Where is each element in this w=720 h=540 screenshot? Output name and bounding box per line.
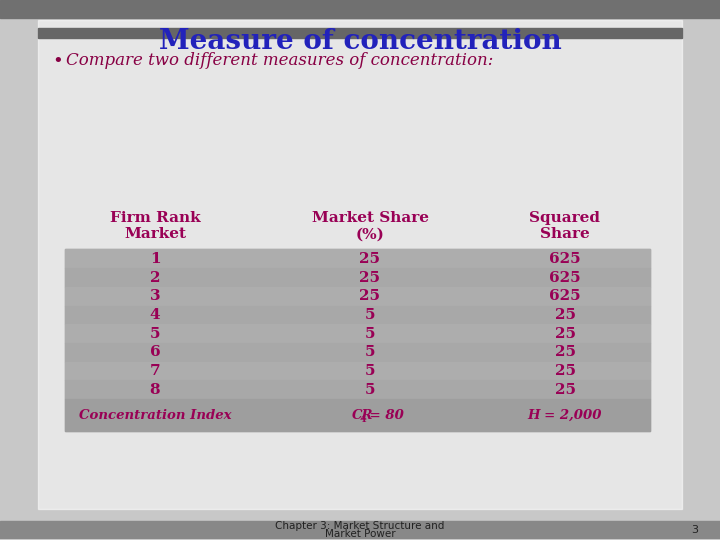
Bar xyxy=(65,268,650,287)
Text: 25: 25 xyxy=(359,289,380,303)
Text: Measure of concentration: Measure of concentration xyxy=(158,28,562,55)
Bar xyxy=(38,28,682,38)
Text: 25: 25 xyxy=(554,346,575,360)
Text: 5: 5 xyxy=(365,327,375,341)
Text: 25: 25 xyxy=(359,252,380,266)
Text: 25: 25 xyxy=(554,327,575,341)
Text: 5: 5 xyxy=(150,327,161,341)
Text: 3: 3 xyxy=(150,289,161,303)
Text: 6: 6 xyxy=(150,346,161,360)
Text: Market Power: Market Power xyxy=(325,529,395,539)
Text: 625: 625 xyxy=(549,271,581,285)
Text: H = 2,000: H = 2,000 xyxy=(528,409,602,422)
Text: •: • xyxy=(52,52,63,70)
Text: 25: 25 xyxy=(554,364,575,378)
Bar xyxy=(65,249,650,431)
Bar xyxy=(65,343,650,362)
Bar xyxy=(65,381,650,399)
Text: Share: Share xyxy=(540,227,590,241)
Text: 7: 7 xyxy=(150,364,161,378)
Text: = 80: = 80 xyxy=(365,409,404,422)
Text: 2: 2 xyxy=(150,271,161,285)
Text: Chapter 3: Market Structure and: Chapter 3: Market Structure and xyxy=(275,521,445,531)
Text: 8: 8 xyxy=(150,383,161,397)
Text: 4: 4 xyxy=(150,308,161,322)
Text: 5: 5 xyxy=(365,383,375,397)
Text: Market Share: Market Share xyxy=(312,211,428,225)
Bar xyxy=(38,20,682,509)
Text: 3: 3 xyxy=(691,525,698,535)
Bar xyxy=(65,325,650,343)
Text: Firm Rank: Firm Rank xyxy=(109,211,200,225)
Text: Compare two different measures of concentration:: Compare two different measures of concen… xyxy=(66,52,493,69)
Text: 25: 25 xyxy=(554,308,575,322)
Text: 1: 1 xyxy=(150,252,161,266)
Text: 25: 25 xyxy=(359,271,380,285)
Bar xyxy=(65,306,650,325)
Bar xyxy=(65,399,650,431)
Text: Market: Market xyxy=(124,227,186,241)
Text: Squared: Squared xyxy=(529,211,600,225)
Text: 5: 5 xyxy=(365,364,375,378)
Bar xyxy=(65,287,650,306)
Text: 4: 4 xyxy=(360,415,366,423)
Bar xyxy=(0,521,720,539)
Text: Concentration Index: Concentration Index xyxy=(78,409,231,422)
Text: (%): (%) xyxy=(356,227,384,241)
Bar xyxy=(65,362,650,381)
Text: CR: CR xyxy=(352,409,374,422)
Text: 625: 625 xyxy=(549,289,581,303)
Text: 5: 5 xyxy=(365,308,375,322)
Bar xyxy=(0,0,720,18)
Bar xyxy=(65,249,650,268)
Text: 25: 25 xyxy=(554,383,575,397)
Text: 625: 625 xyxy=(549,252,581,266)
Text: 5: 5 xyxy=(365,346,375,360)
